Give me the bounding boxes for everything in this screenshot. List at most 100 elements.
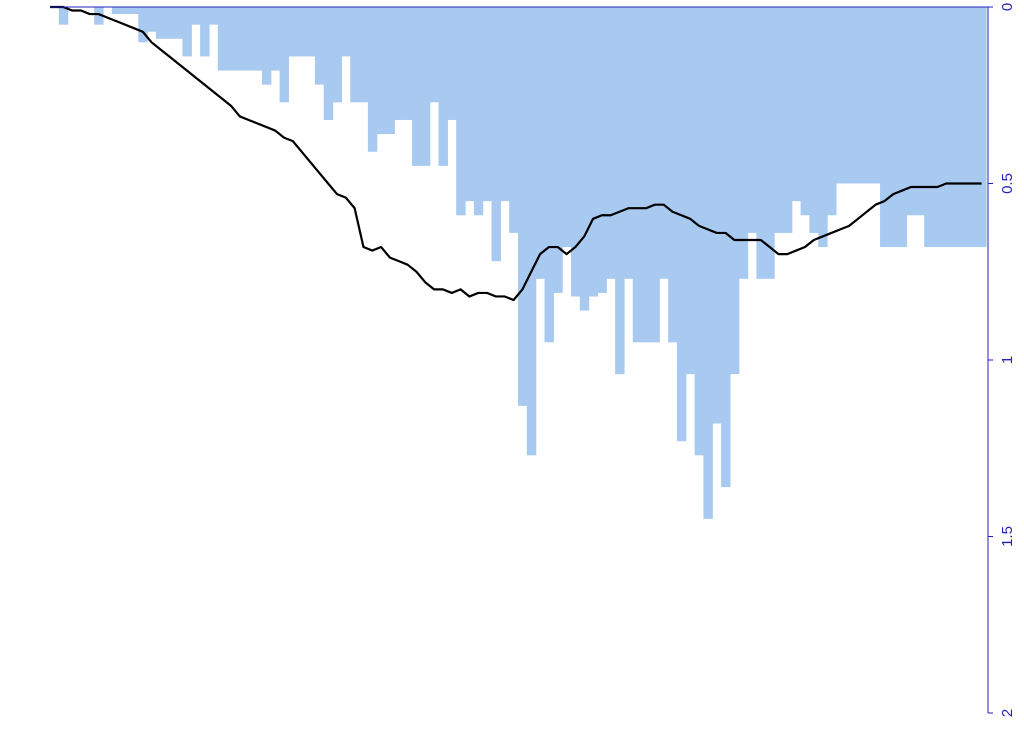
bar	[465, 7, 475, 202]
bar	[456, 7, 466, 216]
bar	[429, 7, 440, 103]
bar	[412, 7, 422, 166]
bar	[500, 7, 510, 202]
bar	[924, 7, 934, 248]
bar	[111, 7, 122, 15]
bar	[659, 7, 669, 279]
bar	[765, 7, 775, 279]
bar	[703, 7, 713, 519]
bar	[544, 7, 554, 343]
bar	[438, 7, 448, 166]
y-tick-label: 0	[999, 3, 1016, 11]
bar	[977, 7, 987, 248]
bar	[518, 7, 528, 406]
bar	[588, 7, 599, 297]
bar	[968, 7, 978, 248]
bar	[253, 7, 263, 71]
bar	[359, 7, 369, 103]
bar	[756, 7, 766, 279]
line-layer	[50, 5, 982, 302]
bar	[138, 7, 148, 43]
bar	[897, 7, 908, 248]
bar	[491, 7, 501, 262]
bar	[164, 7, 175, 39]
bar	[279, 7, 290, 103]
bar	[562, 7, 572, 248]
bar	[535, 7, 546, 279]
bar	[94, 7, 104, 25]
bar	[950, 7, 961, 248]
bar	[747, 7, 758, 233]
bar	[244, 7, 254, 71]
bar	[871, 7, 881, 184]
bar	[959, 7, 969, 248]
bar	[738, 7, 749, 279]
bar	[200, 7, 210, 57]
bar	[473, 7, 484, 216]
bar	[208, 7, 219, 25]
series-line	[50, 5, 982, 302]
bar	[350, 7, 360, 103]
bar	[906, 7, 916, 216]
bar	[888, 7, 899, 248]
y-tick-label: 1	[999, 356, 1016, 364]
bar	[862, 7, 872, 184]
bar	[155, 7, 166, 39]
y-tick-label: 2	[999, 709, 1016, 717]
bar	[880, 7, 890, 248]
bar	[650, 7, 660, 343]
bar	[774, 7, 784, 233]
bar	[306, 7, 316, 57]
bar	[447, 7, 457, 120]
bar	[676, 7, 687, 442]
bar	[270, 7, 281, 71]
bar	[235, 7, 245, 71]
bars-layer	[58, 7, 987, 519]
bar	[570, 7, 581, 297]
y-axis: 0 0.5 1 1.5 2	[50, 3, 1016, 717]
bar	[147, 7, 157, 32]
bar	[915, 7, 925, 216]
y-tick-label: 0.5	[999, 173, 1016, 194]
bar	[791, 7, 802, 202]
bar	[844, 7, 855, 184]
bar	[933, 7, 943, 248]
bar	[341, 7, 351, 57]
bar	[58, 7, 69, 25]
bar	[385, 7, 395, 135]
bar	[394, 7, 404, 120]
bar	[606, 7, 616, 279]
bar	[853, 7, 863, 184]
bar	[615, 7, 625, 375]
bar	[226, 7, 237, 71]
bar	[120, 7, 131, 15]
bar	[782, 7, 793, 233]
bar	[420, 7, 431, 166]
bar	[367, 7, 378, 152]
bar	[553, 7, 563, 293]
bar	[579, 7, 590, 311]
bar	[712, 7, 722, 424]
bar	[509, 7, 519, 233]
bar	[217, 7, 228, 71]
bar	[835, 7, 846, 184]
bar	[721, 7, 731, 488]
bar	[314, 7, 325, 85]
bar	[632, 7, 643, 343]
bar	[288, 7, 298, 57]
bar	[827, 7, 837, 216]
bar	[482, 7, 493, 202]
bar	[818, 7, 828, 248]
bar	[403, 7, 413, 120]
bar	[809, 7, 819, 233]
bar	[941, 7, 952, 248]
bar	[332, 7, 342, 103]
bar	[623, 7, 634, 279]
bar	[182, 7, 192, 57]
bar	[526, 7, 537, 456]
bar	[800, 7, 810, 216]
bar	[376, 7, 387, 135]
bar	[729, 7, 740, 375]
bar	[694, 7, 705, 456]
bar	[261, 7, 272, 85]
